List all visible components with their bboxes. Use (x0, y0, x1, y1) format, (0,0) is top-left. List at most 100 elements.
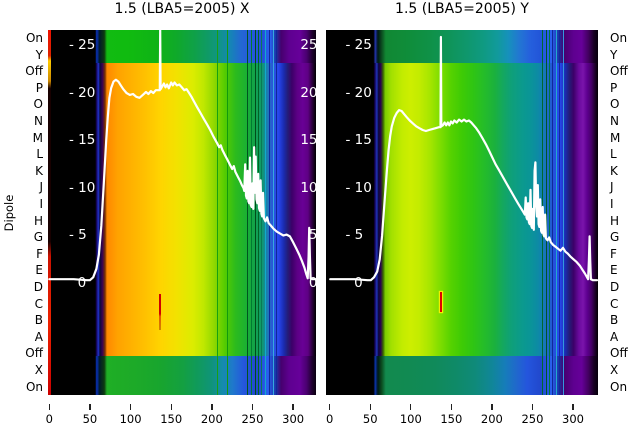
curve-tick-left: - 10 (345, 179, 372, 196)
dipole-row-label: O (33, 97, 43, 112)
x-tick-mark (450, 404, 453, 410)
x-tick-mark (251, 404, 254, 410)
dipole-row-label: K (35, 163, 43, 178)
dipole-row-label: I (610, 197, 614, 211)
dipole-row-label: E (35, 263, 43, 278)
dipole-row-label: On (25, 379, 43, 394)
x-tick-label: 100 (119, 412, 142, 426)
dipole-labels-left: On Y Off P O N M L K J I H G F E D C B A Off X On (0, 0, 44, 440)
curve-tick-right: 0 (308, 274, 318, 291)
curve-tick-left: - 10 (69, 179, 96, 196)
dipole-row-label: Y (35, 47, 43, 62)
red-marker (439, 292, 442, 313)
x-tick-label: 150 (160, 412, 183, 426)
dipole-row-label: X (34, 363, 43, 377)
dipole-row-label: M (610, 130, 621, 145)
rfi-stripe (555, 30, 557, 395)
curve-tick-left: - 20 (69, 84, 96, 101)
rfi-stripe (562, 30, 564, 395)
dipole-row-label: D (610, 280, 620, 294)
rfi-stripe (257, 30, 259, 395)
rfi-stripe (264, 30, 266, 395)
x-tick-mark (531, 404, 534, 410)
dipole-row-label: M (32, 130, 43, 145)
dipole-row-label: Off (25, 346, 43, 361)
dipole-row-label: F (610, 246, 617, 261)
x-tick-mark (410, 404, 412, 410)
rfi-stripe (545, 30, 547, 395)
x-tick-label: 250 (521, 412, 544, 426)
x-tick-mark (329, 404, 331, 410)
dipole-row-label: On (610, 31, 628, 45)
dipole-row-label: I (39, 197, 43, 211)
dipole-row-label: On (25, 31, 43, 45)
dipole-row-label: H (33, 213, 43, 228)
rfi-stripe (216, 30, 218, 395)
dipole-row-label: K (610, 163, 618, 178)
bandpass-curve (48, 30, 316, 282)
x-tick-label: 50 (362, 412, 378, 426)
x-tick-mark (89, 404, 91, 410)
dipole-row-label: J (610, 180, 614, 195)
x-tick-label: 300 (282, 412, 305, 426)
x-tick-label: 250 (241, 412, 264, 426)
curve-tick-right: 15 (300, 132, 318, 148)
x-tick-label: 0 (326, 412, 334, 426)
panel-y-title: 1.5 (LBA5=2005) Y (395, 1, 529, 17)
curve-tick-left: - 25 (69, 37, 96, 53)
x-tick-label: 100 (399, 412, 422, 426)
rfi-stripe (548, 30, 550, 395)
dipole-row-label: Off (25, 64, 43, 79)
edge-strip (48, 30, 51, 395)
dipole-row-label: N (34, 114, 43, 128)
dipole-row-label: Y (610, 47, 618, 62)
curve-tick-left: 0 (345, 274, 363, 291)
x-tick-mark (292, 404, 294, 410)
rfi-stripe (268, 30, 270, 395)
y-axis-label-dipole: Dipole (2, 194, 16, 232)
heatmap-panel-y: - 25 - 20 - 15 - 10 - 5 0 (325, 30, 598, 395)
dipole-row-label: X (610, 363, 619, 377)
rfi-stripe (552, 30, 554, 395)
curve-tick-right: 10 (300, 179, 318, 196)
dipole-row-label: A (610, 329, 619, 344)
x-tick-mark (491, 404, 493, 410)
x-tick-mark (129, 404, 132, 410)
x-tick-label: 200 (200, 412, 223, 426)
x-tick-label: 150 (440, 412, 463, 426)
curve-tick-left: - 5 (69, 227, 87, 243)
panel-x-title: 1.5 (LBA5=2005) X (114, 1, 250, 17)
heatmap-panel-x: - 25 25 - 20 20 - 15 15 - 10 10 - 5 5 0 0 (48, 30, 318, 395)
bandpass-curve (328, 35, 598, 282)
dipole-row-label: A (34, 329, 43, 344)
x-tick-label: 0 (45, 412, 53, 426)
dipole-row-label: N (610, 114, 619, 128)
curve-tick-right: 20 (300, 84, 318, 101)
rfi-stripe (251, 30, 253, 395)
dipole-row-label: L (610, 147, 617, 162)
curve-tick-left: - 15 (345, 132, 372, 148)
curve-tick-left: - 5 (345, 227, 364, 243)
rfi-stripe (227, 30, 229, 395)
dipole-row-label: G (610, 230, 620, 245)
curve-tick-left: - 25 (345, 37, 372, 53)
curve-tick-left: 0 (69, 274, 87, 291)
x-tick-mark (572, 404, 574, 410)
dipole-row-label: C (610, 296, 619, 311)
dipole-row-label: J (39, 180, 43, 195)
dipole-row-label: L (36, 147, 43, 162)
curve-tick-left: - 20 (345, 84, 372, 101)
curve-tick-right: 5 (308, 227, 318, 243)
rfi-stripe (559, 30, 561, 395)
x-tick-label: 300 (562, 412, 584, 426)
dipole-row-label: B (34, 313, 43, 328)
dipole-row-label: Off (610, 346, 628, 361)
dipole-row-label: B (610, 313, 619, 328)
curve-tick-left: - 15 (69, 132, 96, 148)
dipole-row-label: E (610, 263, 618, 278)
red-marker (159, 294, 162, 330)
dipole-row-label: G (33, 230, 43, 245)
dipole-row-label: P (35, 80, 43, 95)
